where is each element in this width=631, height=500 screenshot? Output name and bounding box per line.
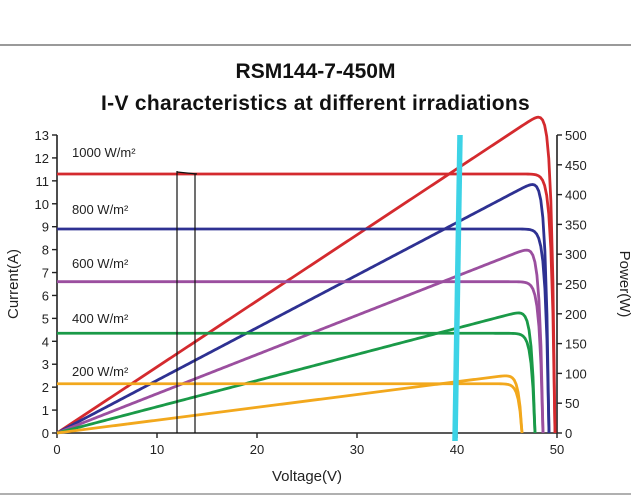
y-tick-label: 0 — [42, 426, 49, 441]
y2-tick-label: 400 — [565, 188, 587, 203]
x-tick-label: 30 — [350, 442, 364, 457]
y-axis-title: Current(A) — [5, 249, 22, 319]
iv-curve-4 — [57, 382, 524, 434]
x-tick-label: 0 — [53, 442, 60, 457]
y2-axis-title: Power(W) — [616, 251, 631, 318]
iv-curve-1 — [57, 227, 551, 434]
pv-curve-0 — [56, 115, 557, 435]
chart-subtitle: I-V characteristics at different irradia… — [101, 92, 530, 115]
x-tick-label: 20 — [250, 442, 264, 457]
y2-tick-label: 250 — [565, 277, 587, 292]
irradiance-label-4: 200 W/m² — [72, 364, 129, 379]
pv-curve-4 — [56, 374, 524, 435]
y-tick-label: 13 — [35, 128, 49, 143]
y2-tick-label: 500 — [565, 128, 587, 143]
y-tick-label: 3 — [42, 357, 49, 372]
y-tick-label: 6 — [42, 288, 49, 303]
y-tick-label: 10 — [35, 197, 49, 212]
y2-tick-label: 200 — [565, 307, 587, 322]
y-tick-label: 11 — [36, 174, 50, 189]
iv-curve-0 — [57, 172, 557, 434]
y-tick-label: 8 — [42, 243, 49, 258]
iv-curve-2 — [57, 280, 545, 434]
y-tick-label: 9 — [42, 220, 49, 235]
y2-tick-label: 150 — [565, 337, 587, 352]
y2-tick-label: 450 — [565, 158, 587, 173]
x-tick-label: 10 — [150, 442, 164, 457]
chart-labels: 1000 W/m² 800 W/m² 600 W/m² 400 W/m² 200 W/m… — [72, 145, 136, 379]
y2-tick-label: 300 — [565, 247, 587, 262]
x-tick-label: 50 — [550, 442, 564, 457]
pv-curve-3 — [56, 311, 537, 435]
y-tick-label: 4 — [42, 334, 49, 349]
y2-tick-label: 0 — [565, 426, 572, 441]
y-tick-label: 1 — [42, 403, 49, 418]
y2-tick-label: 100 — [565, 366, 587, 381]
bottom-divider — [0, 493, 631, 495]
irradiance-label-0: 1000 W/m² — [72, 145, 136, 160]
irradiance-label-2: 600 W/m² — [72, 256, 129, 271]
y-tick-label: 7 — [42, 266, 49, 281]
pv-curve-2 — [56, 248, 545, 435]
pv-curve-1 — [56, 183, 551, 435]
y-tick-label: 5 — [42, 311, 49, 326]
chart-axes: 0123456789101112130501001502002503003504… — [5, 128, 631, 485]
marker-line-top — [176, 171, 198, 175]
y2-tick-label: 350 — [565, 217, 587, 232]
y-tick-label: 2 — [42, 380, 49, 395]
top-divider — [0, 44, 631, 46]
irradiance-label-3: 400 W/m² — [72, 311, 129, 326]
irradiance-label-1: 800 W/m² — [72, 202, 129, 217]
y2-tick-label: 50 — [565, 396, 579, 411]
chart-curves — [56, 115, 557, 442]
y-tick-label: 12 — [35, 151, 49, 166]
x-tick-label: 40 — [450, 442, 464, 457]
voltage-marker-line — [452, 134, 463, 442]
x-axis-title: Voltage(V) — [272, 468, 342, 485]
chart-title: RSM144-7-450M — [235, 60, 396, 83]
